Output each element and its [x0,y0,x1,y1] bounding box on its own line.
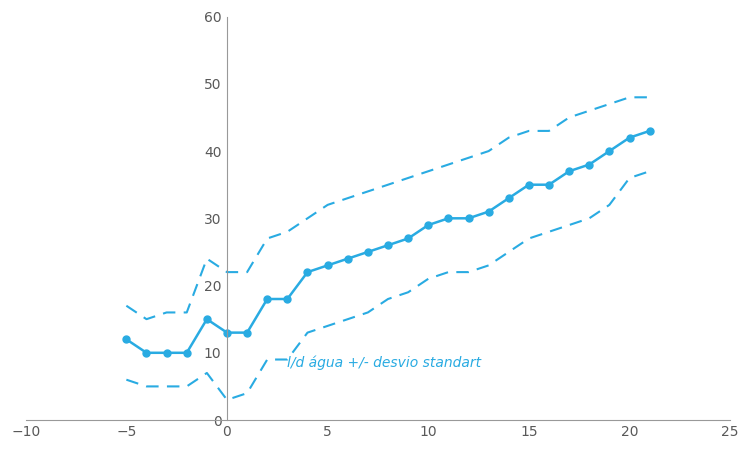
Text: l/d água +/- desvio standart: l/d água +/- desvio standart [287,356,482,370]
